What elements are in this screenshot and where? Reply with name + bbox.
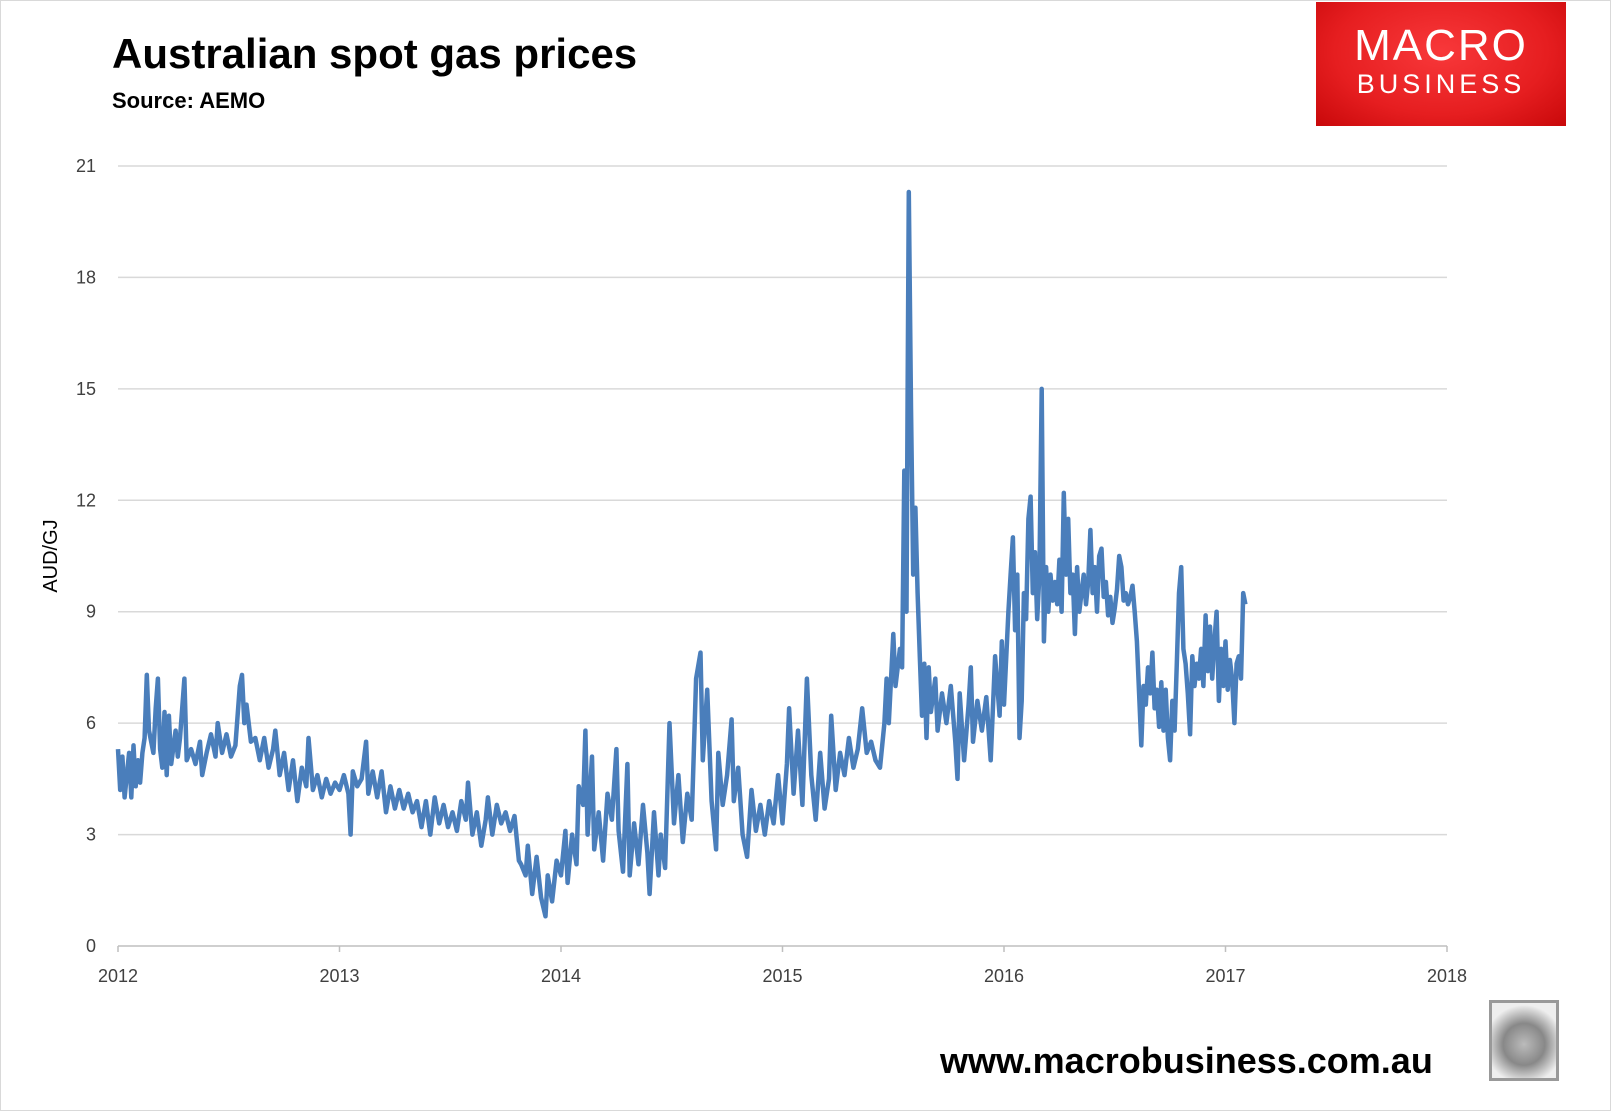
y-axis-label: AUD/GJ bbox=[40, 519, 62, 592]
y-tick-label: 15 bbox=[76, 379, 96, 399]
chart-title: Australian spot gas prices bbox=[112, 30, 638, 77]
y-tick-label: 18 bbox=[76, 267, 96, 287]
y-tick-label: 9 bbox=[86, 602, 96, 622]
y-tick-label: 21 bbox=[76, 156, 96, 176]
x-tick-label: 2012 bbox=[98, 966, 138, 986]
x-tick-label: 2018 bbox=[1427, 966, 1467, 986]
y-tick-label: 6 bbox=[86, 713, 96, 733]
logo-line-1: MACRO bbox=[1354, 21, 1528, 70]
y-tick-label: 0 bbox=[86, 936, 96, 956]
x-tick-label: 2015 bbox=[762, 966, 802, 986]
series-line-spot-gas-price bbox=[115, 189, 1248, 919]
x-tick-label: 2017 bbox=[1205, 966, 1245, 986]
website-url: www.macrobusiness.com.au bbox=[940, 1040, 1433, 1081]
y-tick-label: 3 bbox=[86, 825, 96, 845]
logo-line-2: BUSINESS bbox=[1356, 69, 1526, 99]
y-tick-label: 12 bbox=[76, 490, 96, 510]
x-tick-label: 2014 bbox=[541, 966, 581, 986]
macrobusiness-logo: MACRO BUSINESS bbox=[1316, 2, 1566, 126]
chart-source: Source: AEMO bbox=[112, 88, 266, 113]
x-tick-label: 2013 bbox=[319, 966, 359, 986]
fox-mascot-image bbox=[1489, 1000, 1559, 1081]
x-tick-label: 2016 bbox=[984, 966, 1024, 986]
